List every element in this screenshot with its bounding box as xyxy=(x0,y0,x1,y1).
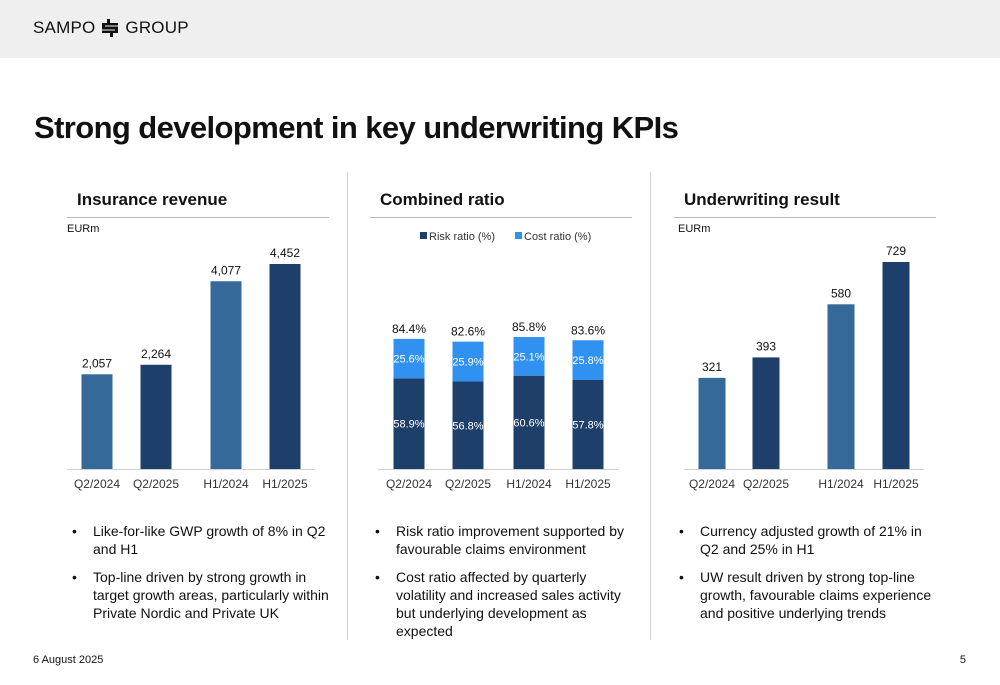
data-label: 2,057 xyxy=(82,356,112,370)
data-label: 2,264 xyxy=(141,347,171,361)
total-label: 83.6% xyxy=(571,323,605,337)
x-tick-label: H1/2025 xyxy=(262,477,308,491)
uw-bullets: • Currency adjusted growth of 21% in Q2 a… xyxy=(674,522,936,632)
column-divider xyxy=(650,172,651,640)
x-tick-label: H1/2025 xyxy=(565,477,611,491)
segment-label: 56.8% xyxy=(452,420,483,432)
bullet-text: UW result driven by strong top-line grow… xyxy=(700,569,932,621)
x-tick-label: Q2/2024 xyxy=(74,477,120,491)
data-label: 4,452 xyxy=(270,246,300,260)
bar-h1-2024 xyxy=(827,304,855,469)
combined-ratio-panel: Combined ratio Risk ratio (%) Cost ratio … xyxy=(370,170,632,640)
combined-bullets: • Risk ratio improvement supported by fav… xyxy=(370,522,632,650)
x-tick-label: Q2/2024 xyxy=(689,477,735,491)
segment-label: 25.1% xyxy=(513,351,544,363)
combined-ratio-chart: Risk ratio (%) Cost ratio (%) 58.9% 25.6% 84… xyxy=(378,231,618,491)
unit-label: EURm xyxy=(678,223,711,235)
legend-swatch xyxy=(515,232,522,239)
bullet-item: • Like-for-like GWP growth of 8% in Q2 an… xyxy=(67,522,329,558)
bullet-text: Like-for-like GWP growth of 8% in Q2 and… xyxy=(93,523,326,557)
bullet-dot-icon: • xyxy=(375,569,380,585)
cost-segment-q2-2025 xyxy=(452,341,484,382)
bar-h1-2024 xyxy=(210,281,242,469)
logo-text-right: GROUP xyxy=(125,18,189,37)
underwriting-result-panel: Underwriting result EURm 321 Q2/2024 393 Q2… xyxy=(674,170,936,640)
x-tick-label: Q2/2025 xyxy=(445,477,491,491)
bar-q2-2025 xyxy=(140,364,172,469)
unit-label: EURm xyxy=(67,223,100,235)
total-label: 82.6% xyxy=(451,325,485,339)
title-rule xyxy=(67,217,329,218)
bullet-item: • Cost ratio affected by quarterly volati… xyxy=(370,568,632,640)
risk-segment-q2-2024 xyxy=(393,378,425,469)
page-number: 5 xyxy=(959,654,966,666)
bullet-item: • UW result driven by strong top-line gro… xyxy=(674,568,936,622)
bar-h1-2025 xyxy=(882,262,910,469)
x-tick-label: H1/2024 xyxy=(818,477,864,491)
title-rule xyxy=(674,217,936,218)
top-bar: SAMPO GROUP xyxy=(0,0,1000,58)
bullet-dot-icon: • xyxy=(679,569,684,585)
insurance-revenue-chart: 2,057 Q2/2024 2,264 Q2/2025 4,077 H1/2024 4,45… xyxy=(67,246,315,491)
sampo-group-logo: SAMPO GROUP xyxy=(33,18,189,38)
total-label: 85.8% xyxy=(512,320,546,334)
title-rule xyxy=(370,217,632,218)
bullet-text: Risk ratio improvement supported by favo… xyxy=(396,523,624,557)
bullet-item: • Currency adjusted growth of 21% in Q2 a… xyxy=(674,522,936,558)
footer-date: 6 August 2025 xyxy=(33,654,104,666)
bullet-dot-icon: • xyxy=(72,523,77,539)
risk-segment-q2-2025 xyxy=(452,381,484,469)
bar-q2-2024 xyxy=(81,374,113,469)
x-tick-label: H1/2025 xyxy=(873,477,919,491)
bullet-dot-icon: • xyxy=(72,569,77,585)
total-label: 84.4% xyxy=(392,322,426,336)
segment-label: 60.6% xyxy=(513,417,544,429)
x-tick-label: H1/2024 xyxy=(506,477,552,491)
x-tick-label: Q2/2024 xyxy=(386,477,432,491)
insurance-revenue-panel: Insurance revenue EURm 2,057 Q2/2024 2,264… xyxy=(67,170,329,640)
bar-q2-2025 xyxy=(752,357,780,469)
bullet-item: • Risk ratio improvement supported by fav… xyxy=(370,522,632,558)
legend-swatch xyxy=(420,232,427,239)
logo-text-left: SAMPO xyxy=(33,18,96,37)
cost-segment-h1-2025 xyxy=(572,340,604,380)
x-tick-label: Q2/2025 xyxy=(743,477,789,491)
panel-title: Combined ratio xyxy=(380,190,505,209)
segment-label: 57.8% xyxy=(572,419,603,431)
legend-label: Risk ratio (%) xyxy=(429,231,495,243)
segment-label: 25.8% xyxy=(572,355,603,367)
data-label: 580 xyxy=(831,286,851,300)
bullet-text: Currency adjusted growth of 21% in Q2 an… xyxy=(700,523,922,557)
panel-title: Insurance revenue xyxy=(77,190,228,209)
risk-segment-h1-2025 xyxy=(572,379,604,469)
data-label: 4,077 xyxy=(211,263,241,277)
bar-h1-2025 xyxy=(269,264,301,469)
sampo-logo-icon xyxy=(102,19,119,37)
bullet-dot-icon: • xyxy=(375,523,380,539)
bar-q2-2024 xyxy=(698,377,726,469)
slide-title: Strong development in key underwriting K… xyxy=(34,110,679,145)
segment-label: 58.9% xyxy=(393,419,424,431)
panel-title: Underwriting result xyxy=(684,190,840,209)
cost-segment-q2-2024 xyxy=(393,338,425,379)
revenue-bullets: • Like-for-like GWP growth of 8% in Q2 an… xyxy=(67,522,329,632)
data-label: 393 xyxy=(756,339,776,353)
segment-label: 25.6% xyxy=(393,354,424,366)
x-tick-label: H1/2024 xyxy=(203,477,249,491)
x-tick-label: Q2/2025 xyxy=(133,477,179,491)
underwriting-result-chart: 321 Q2/2024 393 Q2/2025 580 H1/2024 729 H1/2025 xyxy=(684,244,924,491)
risk-segment-h1-2024 xyxy=(513,375,545,469)
bullet-text: Top-line driven by strong growth in targ… xyxy=(93,569,329,621)
bullet-text: Cost ratio affected by quarterly volatil… xyxy=(396,569,621,639)
segment-label: 25.9% xyxy=(452,357,483,369)
bullet-item: • Top-line driven by strong growth in tar… xyxy=(67,568,329,622)
cost-segment-h1-2024 xyxy=(513,337,545,376)
bullet-dot-icon: • xyxy=(679,523,684,539)
column-divider xyxy=(347,172,348,640)
legend-label: Cost ratio (%) xyxy=(524,231,591,243)
data-label: 321 xyxy=(702,360,722,374)
data-label: 729 xyxy=(886,244,906,258)
